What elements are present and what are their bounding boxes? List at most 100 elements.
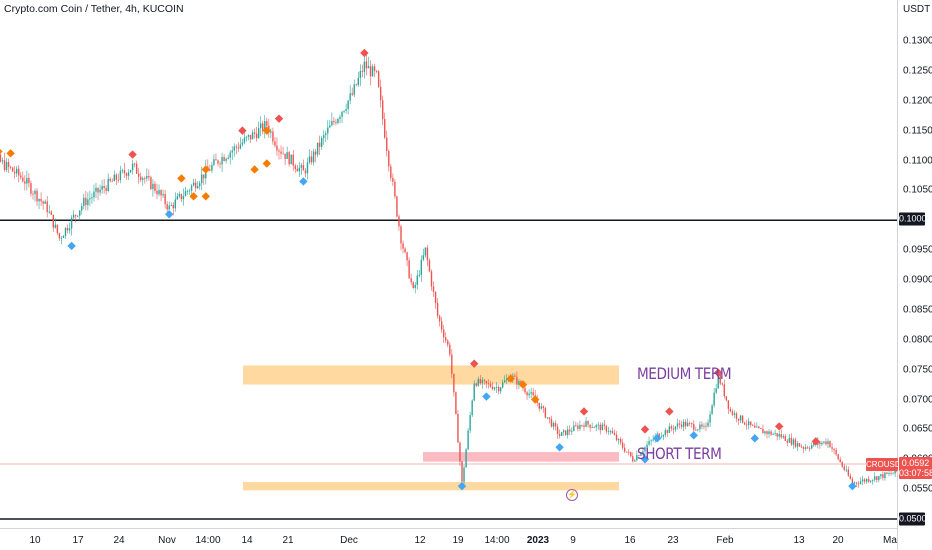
candle-body	[406, 252, 408, 261]
candle-body	[345, 108, 347, 111]
candle-body	[532, 392, 534, 396]
time-tick-label: 21	[282, 535, 294, 546]
candle-body	[308, 156, 311, 163]
candle-body	[396, 196, 398, 217]
signal-marker-blue	[555, 443, 564, 452]
candle-body	[373, 66, 376, 72]
signal-marker-blue	[482, 392, 491, 401]
candle-body	[140, 176, 142, 180]
candle-body	[24, 181, 26, 184]
candle-body	[876, 476, 878, 481]
zone-label-medium-term: MEDIUM TERM	[637, 364, 732, 383]
candle-body	[825, 441, 827, 445]
time-tick-label: 9	[570, 535, 576, 546]
candle-body	[861, 479, 864, 482]
time-tick-label: 16	[624, 535, 636, 546]
candle-body	[280, 151, 282, 154]
candle-body	[363, 61, 366, 72]
time-tick-label: 23	[667, 535, 679, 546]
candle-body	[526, 392, 528, 396]
candle-body	[597, 424, 599, 426]
horizontal-lines-layer	[0, 219, 897, 520]
candle-body	[434, 291, 437, 304]
candle-body	[750, 421, 752, 426]
candle-body	[648, 441, 650, 445]
signal-marker-orange	[262, 159, 271, 168]
candle-body	[886, 472, 888, 474]
candle-body	[794, 439, 797, 447]
candle-body	[849, 475, 852, 480]
candle-body	[164, 194, 166, 205]
candle-body	[495, 386, 498, 388]
candle-body	[430, 271, 433, 287]
candle-body	[36, 190, 38, 202]
candle-body	[632, 456, 634, 462]
candle-body	[148, 175, 150, 178]
candle-body	[530, 392, 532, 394]
signal-marker-orange	[177, 174, 186, 183]
zone-support	[243, 481, 619, 491]
candle-body	[782, 435, 784, 438]
candle-body	[176, 196, 179, 200]
time-tick-label: Nov	[158, 535, 176, 546]
candle-body	[180, 194, 183, 200]
candle-body	[548, 417, 551, 420]
time-tick-label: 12	[414, 535, 426, 546]
candle-body	[209, 169, 211, 171]
candle-body	[595, 425, 597, 428]
candle-body	[634, 460, 636, 462]
price-tick-label: 0.1100	[903, 155, 932, 166]
candle-body	[731, 411, 734, 415]
candle-body	[274, 141, 276, 146]
candle-body	[479, 378, 481, 384]
candle-body	[353, 84, 355, 95]
candle-body	[676, 423, 679, 427]
candle-body	[138, 173, 140, 177]
time-axis[interactable]	[0, 528, 897, 550]
candle-body	[26, 178, 28, 184]
candle-body	[593, 427, 595, 429]
candle-body	[329, 125, 331, 128]
candle-body	[843, 466, 845, 470]
candle-body	[546, 417, 549, 419]
price-tick-label: 0.0950	[903, 244, 932, 256]
candle-body	[451, 354, 453, 374]
candle-body	[867, 479, 870, 482]
candle-body	[745, 424, 748, 426]
candle-body	[790, 437, 793, 445]
candle-body	[544, 408, 547, 418]
candle-body	[715, 388, 717, 393]
candle-body	[684, 421, 687, 427]
candle-body	[235, 146, 237, 148]
candle-body	[16, 168, 18, 174]
candle-body	[115, 174, 118, 180]
candle-body	[461, 461, 463, 482]
candle-body	[9, 166, 12, 168]
signal-marker-red	[579, 407, 589, 416]
candle-body	[870, 480, 872, 482]
time-tick-label: 20	[832, 535, 844, 546]
candle-body	[284, 153, 286, 159]
candle-body	[357, 78, 359, 86]
candle-body	[156, 190, 158, 195]
candle-body	[300, 165, 303, 168]
candle-body	[575, 425, 577, 427]
signal-marker-blue	[640, 455, 650, 464]
candle-body	[872, 479, 874, 481]
candle-body	[709, 414, 711, 423]
candle-body	[266, 121, 268, 126]
candle-body	[44, 201, 46, 204]
candle-body	[162, 194, 164, 196]
candle-body	[768, 431, 770, 434]
candle-body	[733, 413, 736, 415]
lightning-icon[interactable]: ⚡	[566, 489, 578, 501]
candle-body	[804, 447, 807, 449]
candle-body	[174, 199, 176, 209]
candle-body	[560, 431, 563, 436]
candle-body	[379, 86, 382, 101]
candle-body	[483, 379, 486, 381]
candle-body	[680, 424, 683, 427]
candle-body	[752, 425, 754, 426]
candle-body	[160, 190, 162, 196]
